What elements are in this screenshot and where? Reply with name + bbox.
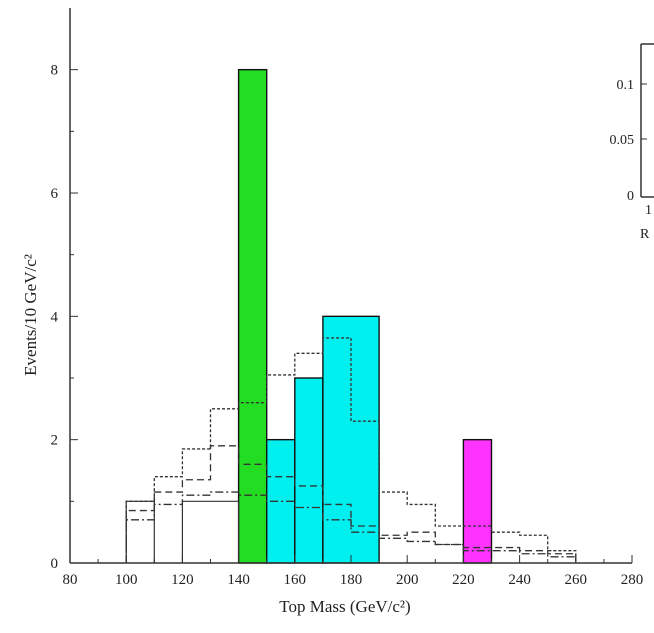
inset-ytick-label: 0.05 [610,133,635,148]
x-tick-label: 280 [621,572,644,588]
inset-ytick-label: 0.1 [617,78,635,93]
x-tick-label: 200 [396,572,419,588]
outline-bar [181,500,240,563]
x-axis-title: Top Mass (GeV/c²) [279,597,410,616]
x-tick-label: 180 [340,572,363,588]
x-tick-label: 120 [171,572,194,588]
y-tick-label: 6 [51,186,59,202]
histogram-bar [294,377,324,564]
y-tick-label: 2 [51,433,59,449]
y-tick-label: 0 [51,556,59,572]
inset-panel: 0.1 0.05 0 1 R [610,43,654,242]
inset-xlabel-fragment: R [640,227,650,242]
x-tick-label: 160 [284,572,307,588]
x-tick-label: 100 [115,572,138,588]
dashdot-step-line [125,491,577,563]
filled-bins [237,68,493,564]
x-tick-label: 220 [452,572,475,588]
y-tick-label: 8 [51,63,59,79]
x-ticks: 80 100 120 140 160 180 200 220 240 260 280 [63,555,644,588]
inset-xtick-fragment: 1 [645,203,652,218]
dashed-step-line [125,445,577,563]
y-axis-title: Events/10 GeV/c² [21,254,40,376]
background-step-lines [125,337,577,563]
x-tick-label: 260 [565,572,588,588]
y-tick-label: 4 [51,309,59,325]
histogram-bar [462,438,493,564]
inset-ytick-label: 0 [627,189,634,204]
x-tick-label: 140 [227,572,250,588]
histogram-bar [237,68,268,564]
x-tick-label: 240 [508,572,531,588]
x-tick-label: 80 [63,572,78,588]
y-ticks: 0 2 4 6 8 [51,63,78,572]
